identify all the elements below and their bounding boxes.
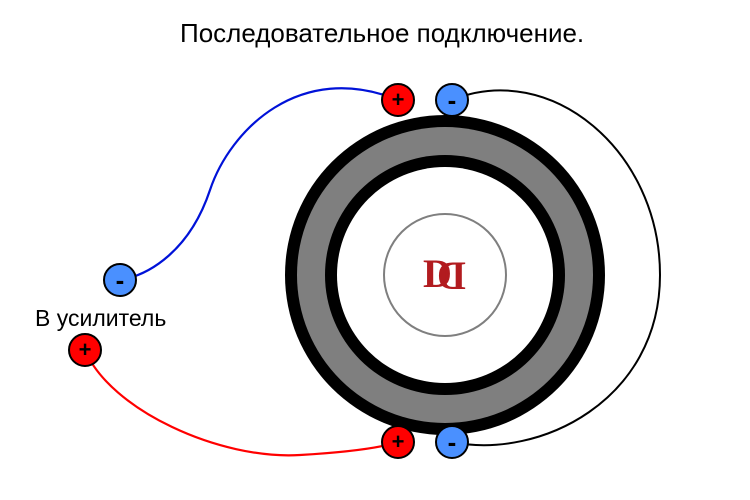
terminal-amp-plus: + [68, 333, 102, 367]
speaker-logo: D D [417, 250, 473, 300]
logo-letter-2: D [437, 252, 466, 299]
terminal-top-minus: - [435, 83, 469, 117]
terminal-top-plus: + [381, 83, 415, 117]
terminal-bottom-plus: + [381, 425, 415, 459]
terminal-bottom-minus: - [435, 425, 469, 459]
amplifier-label: В усилитель [35, 305, 166, 332]
terminal-symbol: - [448, 85, 457, 116]
terminal-amp-minus: - [103, 263, 137, 297]
terminal-symbol: - [116, 265, 125, 296]
terminal-symbol: + [79, 337, 92, 363]
terminal-symbol: + [392, 429, 405, 455]
diagram-canvas: D D + - + - + - Последовательное подключ… [0, 0, 750, 500]
terminal-symbol: - [448, 427, 457, 458]
terminal-symbol: + [392, 87, 405, 113]
diagram-title: Последовательное подключение. [180, 18, 584, 49]
